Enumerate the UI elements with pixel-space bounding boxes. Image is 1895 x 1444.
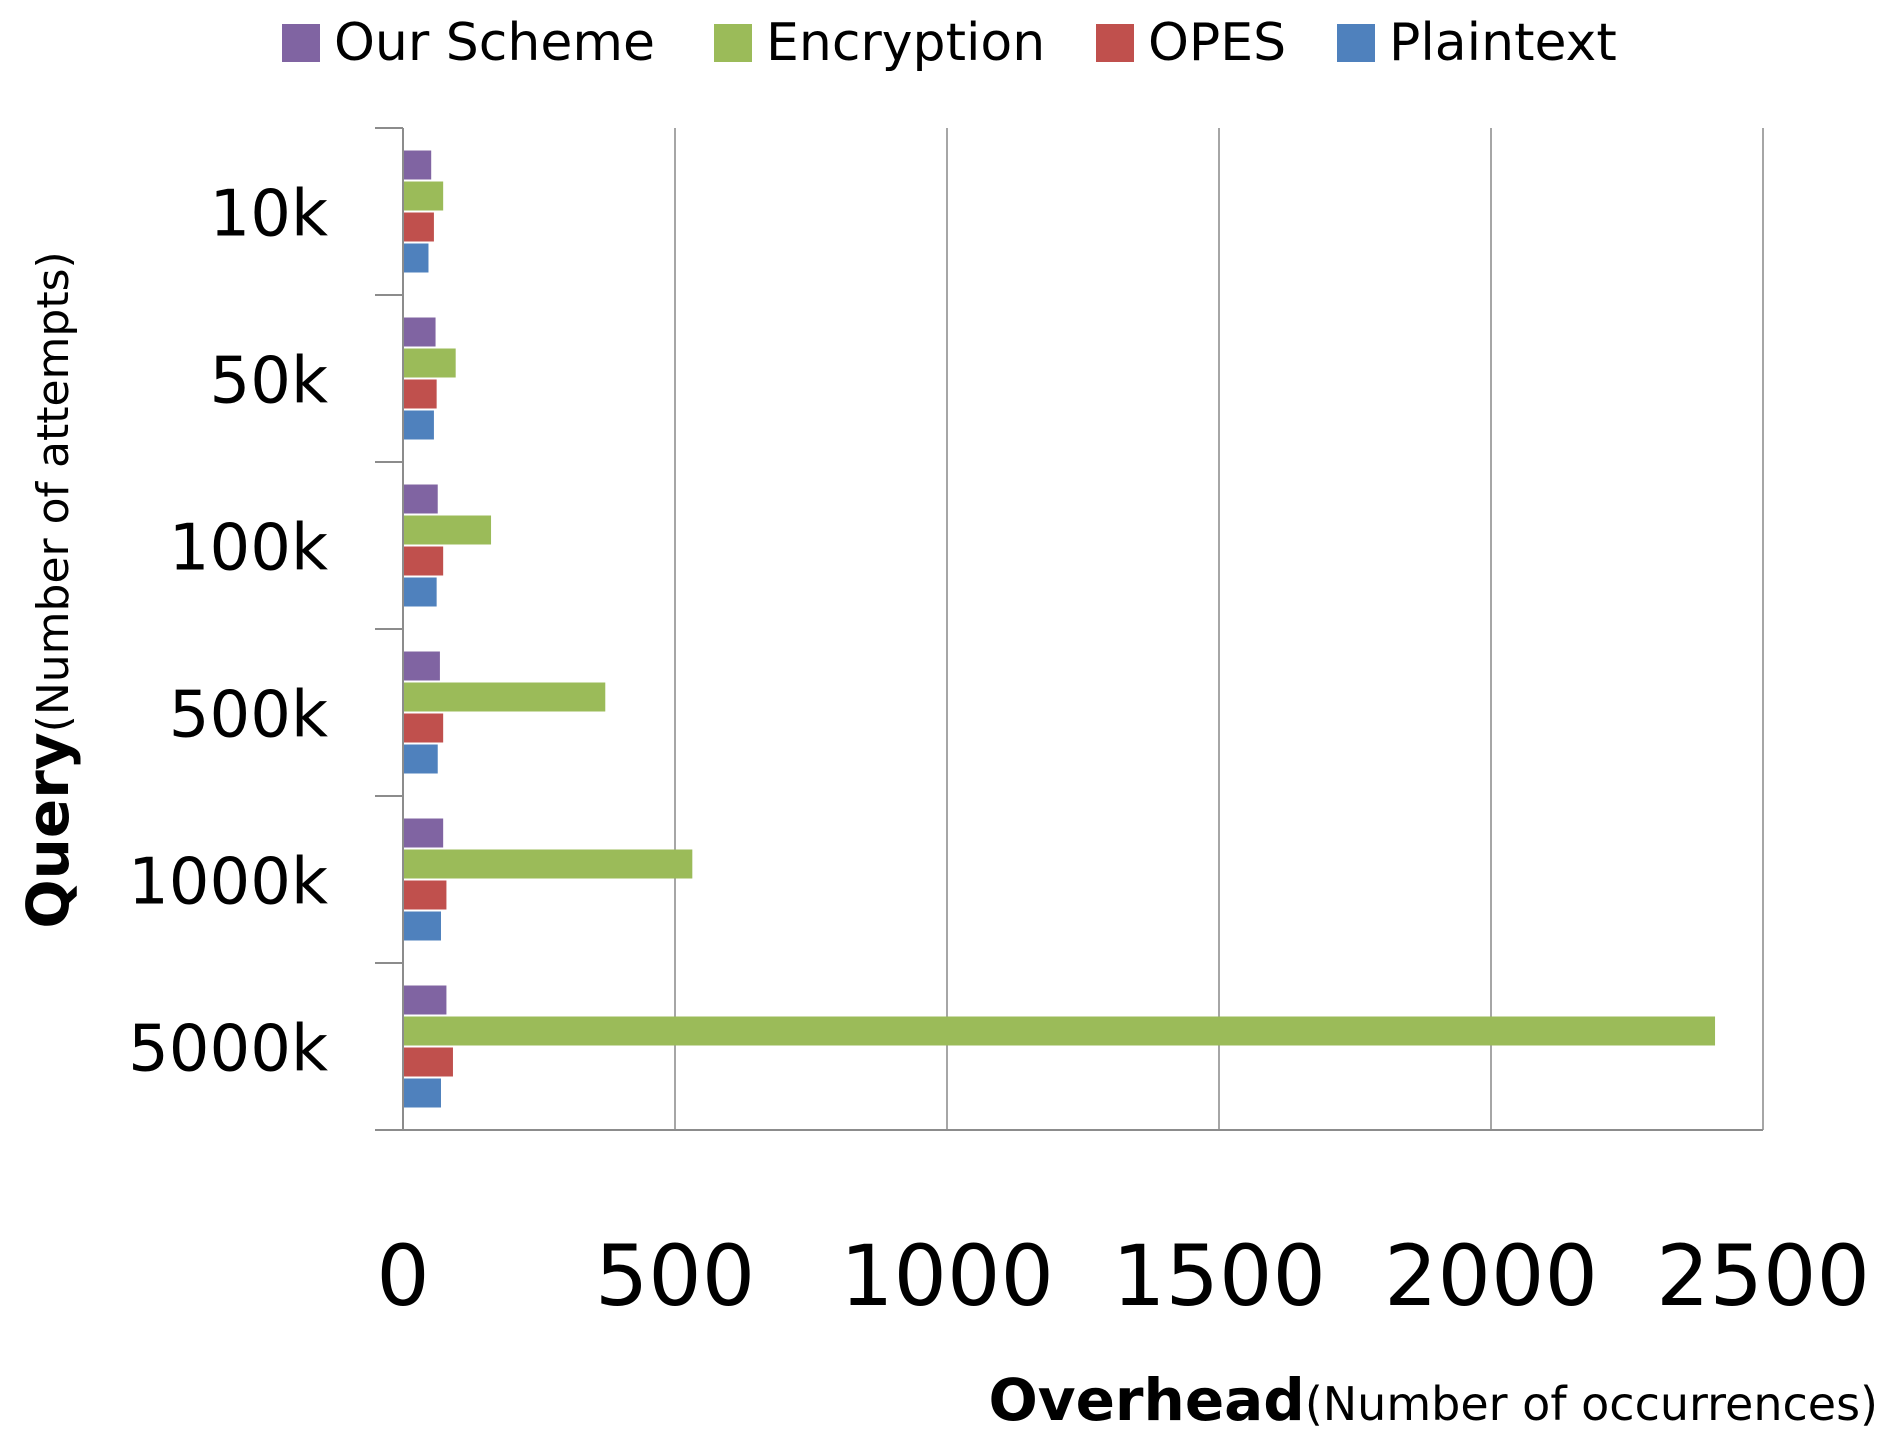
legend-swatch [1337, 24, 1375, 62]
bar [404, 317, 436, 347]
bar [404, 744, 438, 774]
bar [404, 818, 444, 848]
bar [404, 546, 444, 576]
legend-swatch [282, 24, 320, 62]
x-axis-title-rest: (Number of occurrences) [1305, 1377, 1878, 1431]
gridlines [674, 128, 1764, 1130]
legend-swatch [714, 24, 752, 62]
y-axis-title-bold: Query [14, 732, 82, 928]
x-tick-label: 1000 [840, 1227, 1054, 1325]
bars [404, 150, 1716, 1108]
bar [404, 243, 429, 273]
legend-label: Plaintext [1389, 13, 1617, 73]
x-tick-label: 2500 [1656, 1227, 1870, 1325]
y-tick-label: 10k [210, 178, 329, 252]
x-axis-title: Overhead(Number of occurrences) [988, 1366, 1878, 1434]
legend: Our Scheme Encryption OPES Plaintext [282, 13, 1617, 73]
y-tick-label: 500k [169, 679, 328, 753]
x-tick-label: 2000 [1384, 1227, 1598, 1325]
bar [404, 515, 492, 545]
bar [404, 880, 447, 910]
tick-labels: 0 500 1000 1500 2000 2500 10k 50k 100k 500k 1000k 5… [128, 178, 1870, 1326]
legend-label: Our Scheme [334, 13, 655, 73]
bar [404, 713, 444, 743]
bar [404, 577, 437, 607]
x-tick-label: 0 [376, 1227, 429, 1325]
bar [404, 348, 456, 378]
bar [404, 150, 432, 180]
bar [404, 410, 434, 440]
bar [404, 849, 693, 879]
y-tick-label: 100k [169, 512, 328, 586]
bar [404, 379, 437, 409]
legend-label: OPES [1148, 13, 1286, 73]
x-tick-label: 1500 [1112, 1227, 1326, 1325]
y-axis-title-rest: (Number of attempts) [28, 251, 79, 732]
legend-label: Encryption [766, 13, 1045, 73]
x-tick-label: 500 [595, 1227, 755, 1325]
bar [404, 985, 447, 1015]
bar [404, 911, 441, 941]
legend-swatch [1096, 24, 1134, 62]
y-tick-label: 1000k [128, 846, 328, 920]
bar [404, 1047, 453, 1077]
axes [375, 127, 1763, 1131]
bar [404, 181, 444, 211]
x-axis-title-bold: Overhead [988, 1366, 1304, 1434]
y-tick-label: 5000k [128, 1013, 328, 1087]
bar [404, 484, 438, 514]
bar [404, 212, 434, 242]
bar [404, 1016, 1716, 1046]
bar [404, 1078, 441, 1108]
y-tick-label: 50k [210, 345, 329, 419]
y-axis-title: Query(Number of attempts) [14, 251, 82, 928]
bar [404, 682, 606, 712]
bar [404, 651, 440, 681]
